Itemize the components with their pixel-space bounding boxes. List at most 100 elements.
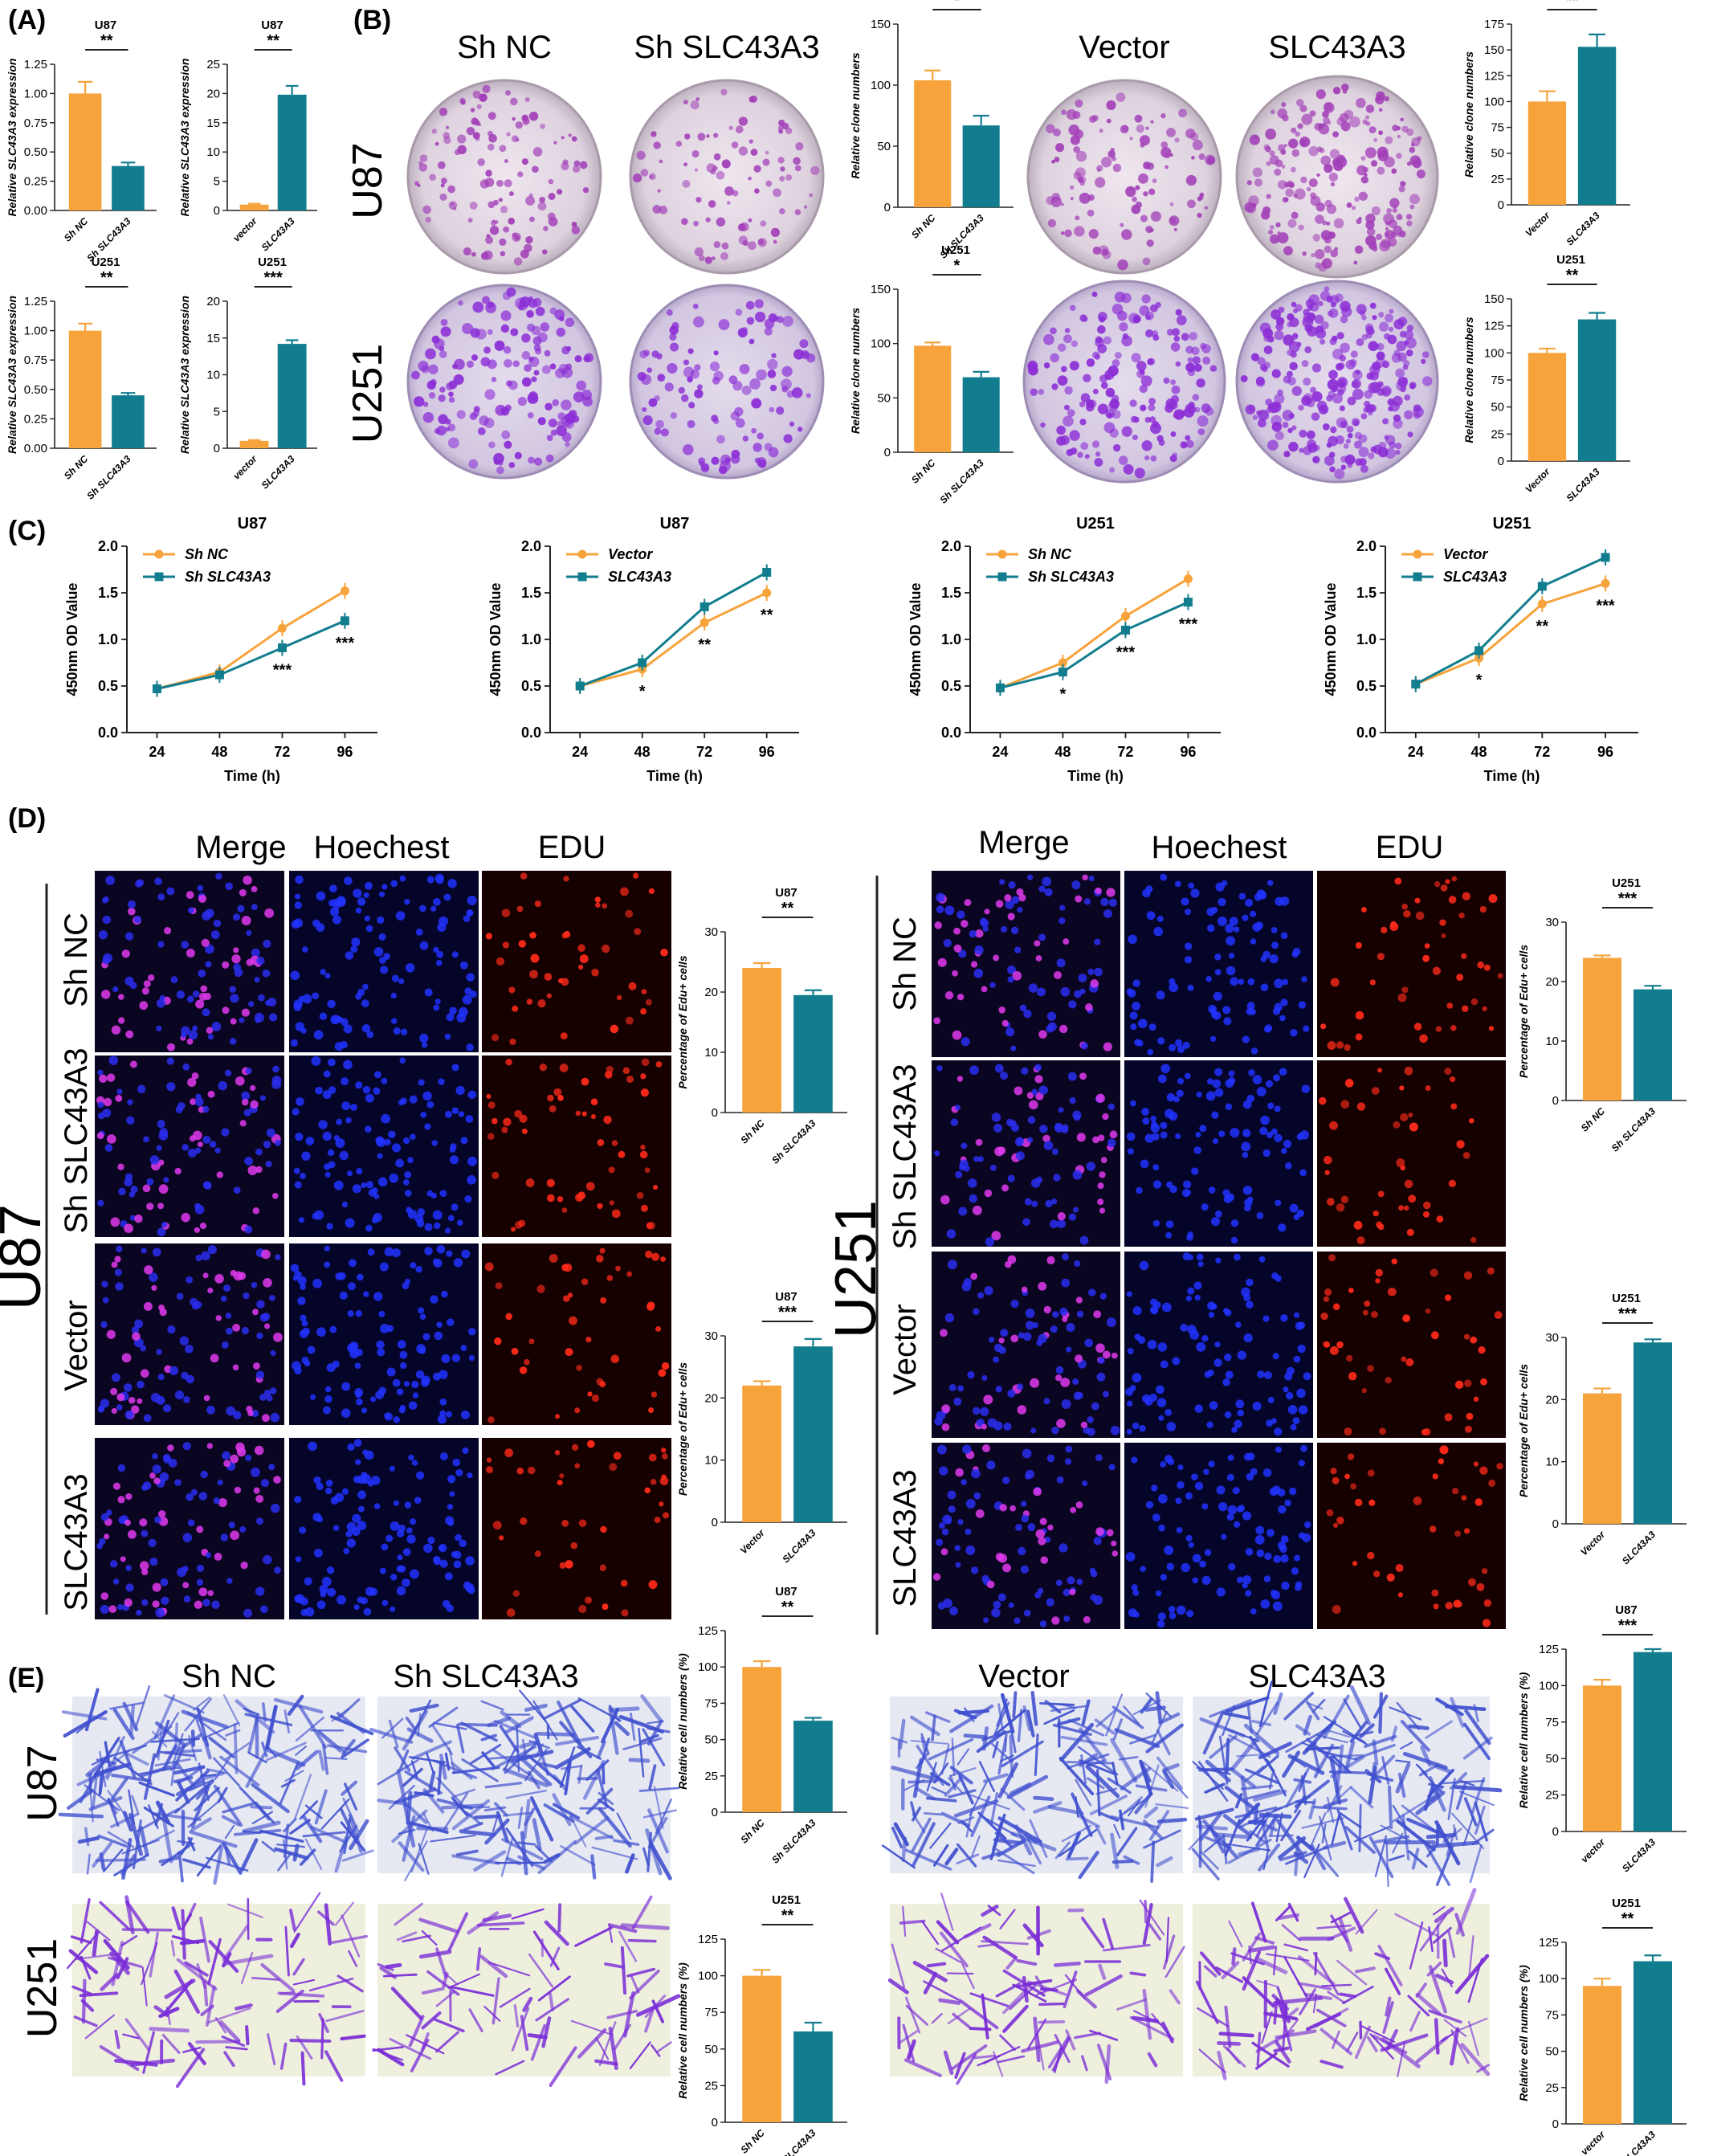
migrated-cell [1368,1836,1394,1879]
colony [741,326,748,333]
colony [1277,180,1287,190]
colony [732,190,739,197]
nucleus [1217,916,1227,926]
nucleus [1234,1321,1242,1329]
migrated-cell [1275,2040,1291,2064]
nucleus [1246,1002,1255,1011]
migrated-cell [1434,1820,1461,1866]
migrated-cell [1273,2046,1290,2053]
nucleus [379,1262,389,1272]
merged-nucleus [257,994,265,1002]
nucleus [1246,1472,1254,1481]
merged-nucleus [1068,1213,1077,1221]
nucleus [426,876,434,884]
edu-nucleus [1497,973,1503,979]
edu-nucleus [602,1603,609,1611]
colony [721,159,731,169]
edu-nucleus [1391,1258,1397,1264]
category-label: Vector [738,1526,768,1556]
merged-nucleus [217,1479,223,1486]
colony [778,119,785,127]
colony [1095,451,1101,457]
migrated-cell [977,2046,1021,2067]
colony [532,147,543,157]
colony [1121,426,1132,437]
merged-nucleus [1097,1198,1104,1206]
colony [1288,182,1295,189]
nucleus [1266,1131,1274,1139]
nucleus [1258,1256,1266,1263]
nucleus [1279,1068,1287,1076]
migrated-cell [1455,1781,1467,1811]
colony [1204,206,1208,210]
merged-nucleus [989,1164,997,1171]
merged-nucleus [216,1171,223,1178]
migrated-cell [92,1929,99,1957]
nucleus [1197,1261,1204,1268]
merged-nucleus [1099,1171,1106,1178]
merged-nucleus [934,1150,940,1157]
edu-nucleus [640,1008,647,1015]
colony [1030,388,1038,396]
edu-nucleus [1399,1085,1405,1091]
migrated-cell [978,1761,996,1792]
merged-nucleus [1018,1332,1025,1339]
migrated-cell [77,1836,100,1844]
nucleus [1206,1078,1213,1085]
colony [1372,361,1381,371]
migrated-cell [969,1992,1009,2007]
migrated-cell [382,1973,418,1978]
migrated-cell [956,1853,980,1865]
nucleus [373,1292,383,1301]
colony [698,255,705,262]
nucleus [1242,1575,1252,1585]
merged-nucleus [201,1251,210,1261]
nucleus [295,1556,302,1562]
edu-nucleus [527,1466,536,1475]
migrated-cell [1026,2018,1047,2050]
migrated-cell [1033,1801,1063,1814]
nucleus [355,907,362,914]
migrated-cell [194,1786,220,1811]
colony [1271,309,1281,320]
colony [675,141,683,147]
migrated-cell [1282,1750,1300,1778]
migrated-cell [435,2031,459,2053]
merged-nucleus [158,1509,166,1518]
colony [1111,359,1120,367]
nucleus [1278,1223,1287,1232]
nucleus [1153,1301,1161,1309]
migrated-cell [1426,1962,1442,1977]
merged-nucleus [199,1222,207,1230]
merged-nucleus [1075,895,1083,903]
colony [1326,221,1331,226]
edu-nucleus [561,1207,568,1213]
merged-nucleus [993,954,1000,962]
merged-nucleus [186,1038,194,1045]
migrated-cell [61,1710,108,1721]
colony [754,188,760,194]
nucleus [364,1125,372,1133]
migrated-cell [1307,1746,1340,1751]
edu-nucleus [1346,1354,1353,1362]
merged-nucleus [1103,1042,1112,1051]
merged-nucleus [973,968,984,978]
merged-nucleus [1010,1123,1020,1132]
nucleus [384,1247,394,1256]
merged-nucleus [1074,1260,1081,1268]
colony [1270,109,1275,115]
nucleus [404,1171,412,1179]
colony [738,146,748,156]
edu-nucleus [641,1058,650,1067]
edu-nucleus [1432,966,1441,975]
edu-nucleus [1413,1497,1422,1505]
colony [745,300,755,310]
edu-nucleus [1449,1076,1456,1083]
nucleus [1241,1287,1250,1297]
migrated-cell [1004,1737,1008,1753]
colony [502,291,512,300]
edu-nucleus [628,982,637,990]
colony [471,251,476,257]
